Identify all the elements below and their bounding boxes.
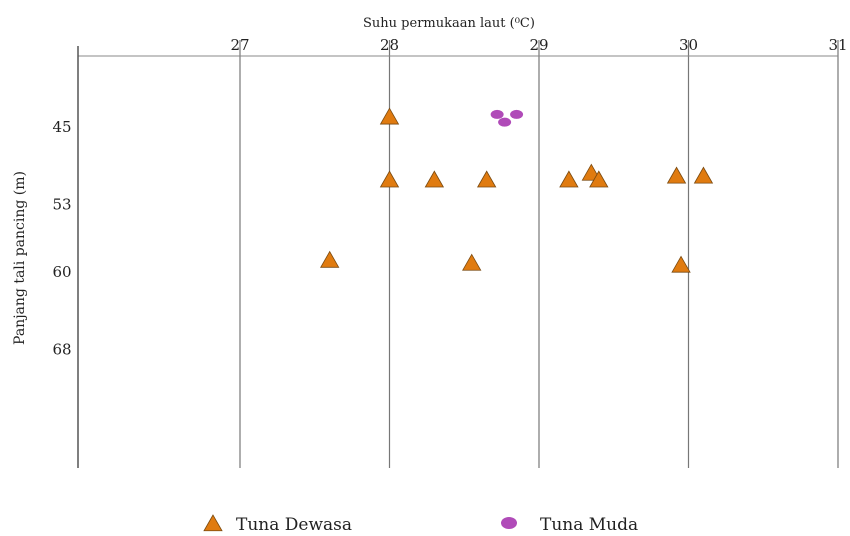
- y-tick-labels: 45 53 60 68: [52, 118, 71, 359]
- x-tick-labels: 27 28 29 30 31: [230, 36, 847, 54]
- tuna-muda-point-2: [510, 109, 524, 119]
- legend-label-tuna-dewasa: Tuna Dewasa: [236, 515, 352, 535]
- tuna-dewasa-point-1: [379, 107, 400, 125]
- legend: Tuna Dewasa Tuna Muda: [203, 514, 638, 535]
- x-tick-label-30: 30: [679, 36, 698, 54]
- tuna-dewasa-point-2: [379, 170, 400, 188]
- legend-label-tuna-muda: Tuna Muda: [540, 515, 638, 535]
- x-tick-label-31: 31: [828, 36, 847, 54]
- tuna-dewasa-point-7: [589, 170, 609, 188]
- x-tick-label-27: 27: [230, 36, 249, 54]
- x-axis-label: Suhu permukaan laut (⁰C): [363, 16, 535, 31]
- tuna-muda-point-3: [498, 117, 512, 127]
- tuna-dewasa-point-8: [666, 166, 687, 184]
- y-axis-label: Panjang tali pancing (m): [12, 171, 28, 345]
- tuna-muda-point-1: [490, 109, 504, 119]
- x-tick-label-28: 28: [380, 36, 399, 54]
- tuna-dewasa-point-11: [462, 253, 482, 271]
- tuna-dewasa-point-3: [424, 170, 445, 188]
- tuna-dewasa-point-10: [320, 250, 340, 268]
- legend-marker-tuna-muda: [501, 517, 517, 529]
- y-tick-label-53: 53: [52, 195, 71, 213]
- tuna-dewasa-point-9: [693, 166, 714, 184]
- x-tick-label-29: 29: [529, 36, 548, 54]
- y-tick-label-68: 68: [52, 341, 71, 359]
- data-points: [320, 107, 714, 273]
- legend-marker-tuna-dewasa: [203, 514, 223, 532]
- y-tick-label-45: 45: [52, 118, 71, 136]
- axes: [77, 46, 838, 468]
- tuna-dewasa-point-5: [559, 170, 579, 188]
- y-tick-label-60: 60: [52, 263, 71, 281]
- tuna-dewasa-point-4: [476, 170, 497, 188]
- tuna-dewasa-point-12: [671, 255, 691, 273]
